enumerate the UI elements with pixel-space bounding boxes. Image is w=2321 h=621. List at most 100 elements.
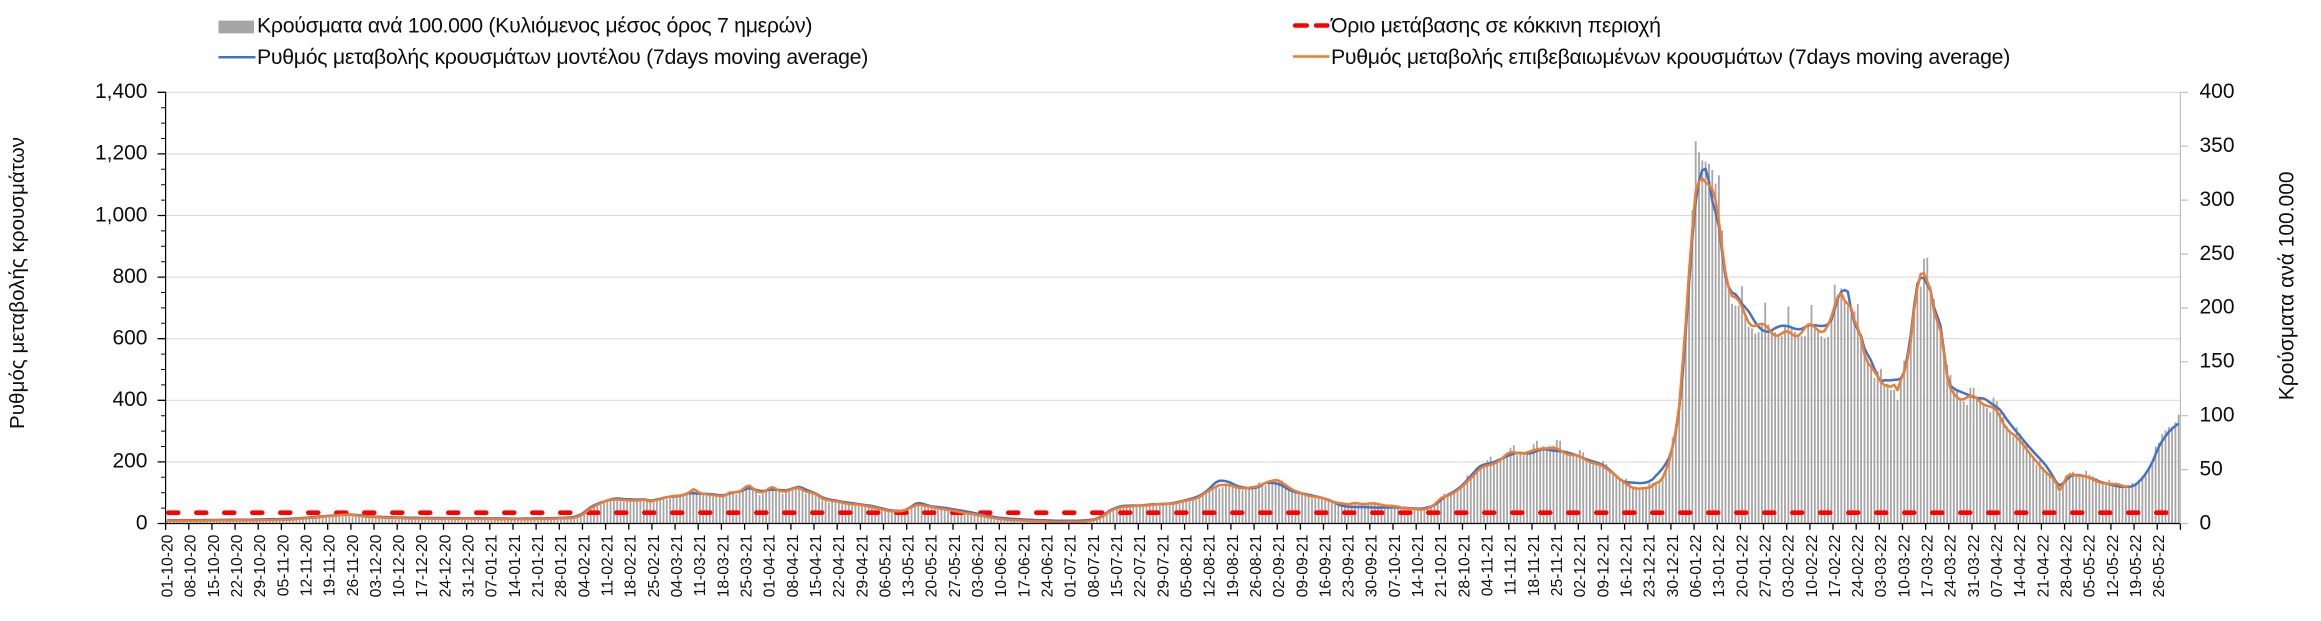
svg-text:04-11-21: 04-11-21 (1480, 535, 1497, 597)
svg-text:02-09-21: 02-09-21 (1271, 535, 1288, 598)
svg-text:12-08-21: 12-08-21 (1202, 535, 1219, 598)
svg-text:04-03-21: 04-03-21 (669, 535, 686, 598)
svg-text:21-10-21: 21-10-21 (1433, 535, 1450, 598)
svg-text:09-12-21: 09-12-21 (1595, 535, 1612, 598)
svg-text:Όριο μετάβασης σε κόκκινη περι: Όριο μετάβασης σε κόκκινη περιοχή (1330, 13, 1661, 37)
svg-text:29-07-21: 29-07-21 (1155, 535, 1172, 598)
svg-text:03-02-22: 03-02-22 (1781, 535, 1798, 598)
svg-text:1,200: 1,200 (95, 142, 148, 165)
svg-text:300: 300 (2200, 188, 2235, 211)
svg-text:25-11-21: 25-11-21 (1549, 535, 1566, 597)
svg-text:10-12-20: 10-12-20 (391, 534, 408, 597)
svg-text:03-06-21: 03-06-21 (970, 535, 987, 598)
svg-text:10-02-22: 10-02-22 (1804, 535, 1821, 598)
svg-text:24-06-21: 24-06-21 (1040, 535, 1057, 598)
svg-text:22-04-21: 22-04-21 (831, 535, 848, 598)
svg-text:17-03-22: 17-03-22 (1920, 535, 1937, 598)
svg-text:13-05-21: 13-05-21 (901, 535, 918, 598)
svg-text:07-01-21: 07-01-21 (484, 535, 501, 598)
svg-text:29-10-20: 29-10-20 (252, 534, 269, 597)
svg-text:16-12-21: 16-12-21 (1619, 535, 1636, 598)
svg-text:30-09-21: 30-09-21 (1364, 535, 1381, 598)
svg-text:14-04-22: 14-04-22 (2012, 535, 2029, 598)
svg-text:Κρούσματα ανά 100.000: Κρούσματα ανά 100.000 (2276, 171, 2299, 400)
svg-text:01-10-20: 01-10-20 (160, 534, 177, 597)
svg-text:21-01-21: 21-01-21 (530, 535, 547, 598)
svg-text:10-03-22: 10-03-22 (1896, 535, 1913, 598)
svg-text:28-10-21: 28-10-21 (1456, 535, 1473, 598)
svg-text:30-12-21: 30-12-21 (1665, 535, 1682, 598)
svg-text:06-01-22: 06-01-22 (1688, 535, 1705, 598)
svg-text:01-04-21: 01-04-21 (762, 535, 779, 598)
svg-text:02-12-21: 02-12-21 (1572, 535, 1589, 598)
svg-text:20-01-22: 20-01-22 (1734, 535, 1751, 598)
svg-text:17-02-22: 17-02-22 (1827, 535, 1844, 598)
svg-text:400: 400 (2200, 80, 2235, 103)
svg-text:200: 200 (112, 450, 147, 473)
svg-text:06-05-21: 06-05-21 (877, 535, 894, 598)
svg-text:11-03-21: 11-03-21 (692, 535, 709, 597)
svg-text:27-01-22: 27-01-22 (1757, 535, 1774, 598)
svg-text:400: 400 (112, 388, 147, 411)
svg-text:15-10-20: 15-10-20 (206, 534, 223, 597)
svg-text:05-05-22: 05-05-22 (2082, 535, 2099, 598)
svg-text:08-04-21: 08-04-21 (785, 535, 802, 598)
svg-text:0: 0 (136, 511, 148, 534)
svg-text:28-01-21: 28-01-21 (553, 535, 570, 598)
svg-text:250: 250 (2200, 242, 2235, 265)
svg-text:50: 50 (2200, 457, 2223, 480)
svg-text:21-04-22: 21-04-22 (2035, 535, 2052, 598)
svg-text:15-07-21: 15-07-21 (1109, 535, 1126, 598)
svg-text:29-04-21: 29-04-21 (854, 535, 871, 598)
svg-text:07-10-21: 07-10-21 (1387, 535, 1404, 598)
svg-text:600: 600 (112, 327, 147, 350)
svg-text:05-08-21: 05-08-21 (1179, 535, 1196, 598)
svg-text:08-07-21: 08-07-21 (1086, 535, 1103, 598)
svg-text:09-09-21: 09-09-21 (1294, 535, 1311, 598)
svg-text:03-03-22: 03-03-22 (1873, 535, 1890, 598)
svg-text:Ρυθμός μεταβολής επιβεβαιωμένω: Ρυθμός μεταβολής επιβεβαιωμένων κρουσμάτ… (1331, 45, 2010, 69)
svg-text:01-07-21: 01-07-21 (1063, 535, 1080, 598)
svg-text:31-03-22: 31-03-22 (1966, 535, 1983, 598)
svg-text:11-02-21: 11-02-21 (600, 535, 617, 597)
svg-text:1,000: 1,000 (95, 203, 148, 226)
svg-text:22-07-21: 22-07-21 (1132, 535, 1149, 598)
svg-text:27-05-21: 27-05-21 (947, 535, 964, 598)
svg-text:25-03-21: 25-03-21 (739, 535, 756, 598)
svg-text:04-02-21: 04-02-21 (576, 535, 593, 598)
svg-text:24-02-22: 24-02-22 (1850, 535, 1867, 598)
svg-text:350: 350 (2200, 134, 2235, 157)
svg-text:18-03-21: 18-03-21 (715, 535, 732, 598)
svg-text:07-04-22: 07-04-22 (1989, 535, 2006, 598)
svg-text:18-02-21: 18-02-21 (623, 535, 640, 598)
svg-text:17-06-21: 17-06-21 (1016, 535, 1033, 598)
svg-text:12-11-20: 12-11-20 (299, 534, 316, 596)
svg-text:10-06-21: 10-06-21 (993, 535, 1010, 598)
svg-text:05-11-20: 05-11-20 (275, 534, 292, 596)
svg-text:100: 100 (2200, 404, 2235, 427)
svg-text:17-12-20: 17-12-20 (414, 534, 431, 597)
svg-text:12-05-22: 12-05-22 (2105, 535, 2122, 598)
svg-text:08-10-20: 08-10-20 (183, 534, 200, 597)
svg-text:Ρυθμός μεταβολής κρουσμάτων μο: Ρυθμός μεταβολής κρουσμάτων μοντέλου (7d… (257, 45, 868, 69)
svg-text:14-01-21: 14-01-21 (507, 535, 524, 598)
svg-text:26-11-20: 26-11-20 (345, 534, 362, 596)
svg-text:25-02-21: 25-02-21 (646, 535, 663, 598)
svg-text:26-08-21: 26-08-21 (1248, 535, 1265, 598)
svg-text:Κρούσματα ανά 100.000 (Κυλιόμε: Κρούσματα ανά 100.000 (Κυλιόμενος μέσος … (257, 13, 812, 37)
svg-text:03-12-20: 03-12-20 (368, 534, 385, 597)
svg-text:19-08-21: 19-08-21 (1225, 535, 1242, 598)
svg-text:15-04-21: 15-04-21 (808, 535, 825, 598)
svg-text:22-10-20: 22-10-20 (229, 534, 246, 597)
svg-text:Ρυθμός μεταβολής κρουσμάτων: Ρυθμός μεταβολής κρουσμάτων (6, 137, 29, 429)
svg-text:20-05-21: 20-05-21 (924, 535, 941, 598)
svg-text:13-01-22: 13-01-22 (1711, 535, 1728, 598)
svg-text:23-12-21: 23-12-21 (1642, 535, 1659, 598)
svg-text:31-12-20: 31-12-20 (461, 534, 478, 597)
svg-text:150: 150 (2200, 350, 2235, 373)
svg-text:26-05-22: 26-05-22 (2151, 535, 2168, 598)
svg-text:11-11-21: 11-11-21 (1503, 535, 1520, 595)
svg-text:19-05-22: 19-05-22 (2128, 535, 2145, 598)
svg-text:0: 0 (2200, 511, 2212, 534)
svg-text:24-03-22: 24-03-22 (1943, 535, 1960, 598)
